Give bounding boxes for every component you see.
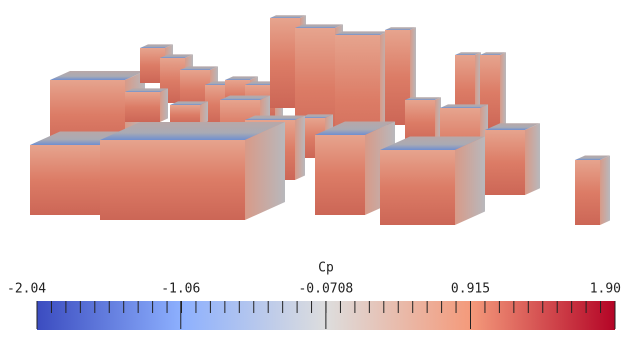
building-front — [30, 145, 100, 215]
colorbar-title: Cp — [318, 261, 334, 276]
building-front — [575, 160, 600, 225]
building-front — [485, 130, 525, 195]
building-front — [100, 140, 245, 220]
building-side — [160, 88, 168, 122]
visualization: Cp -2.04 -1.06 -0.0708 0.915 1.90 — [0, 0, 622, 347]
building-front — [380, 150, 455, 225]
building-side — [295, 116, 305, 181]
building-side — [600, 156, 610, 226]
buildings — [30, 15, 610, 225]
building-top — [295, 24, 343, 28]
building-front — [125, 92, 160, 122]
building-side — [500, 52, 506, 130]
building-top — [245, 116, 305, 121]
tick-label: -1.06 — [161, 282, 200, 297]
tick-label: -2.04 — [7, 282, 46, 297]
building-side — [455, 137, 485, 226]
building-side — [200, 101, 208, 125]
building-top — [440, 104, 488, 108]
page: Cp -2.04-1.06-0.07080.9151.90 (() => { c… — [0, 0, 622, 347]
building-top — [335, 31, 388, 35]
building-top — [405, 97, 441, 100]
tick-label: 0.915 — [451, 282, 490, 297]
building-side — [525, 123, 540, 195]
tick-label: 1.90 — [590, 282, 621, 297]
building-top — [270, 15, 306, 18]
tick-label: -0.0708 — [298, 282, 353, 297]
building-front — [315, 135, 365, 215]
